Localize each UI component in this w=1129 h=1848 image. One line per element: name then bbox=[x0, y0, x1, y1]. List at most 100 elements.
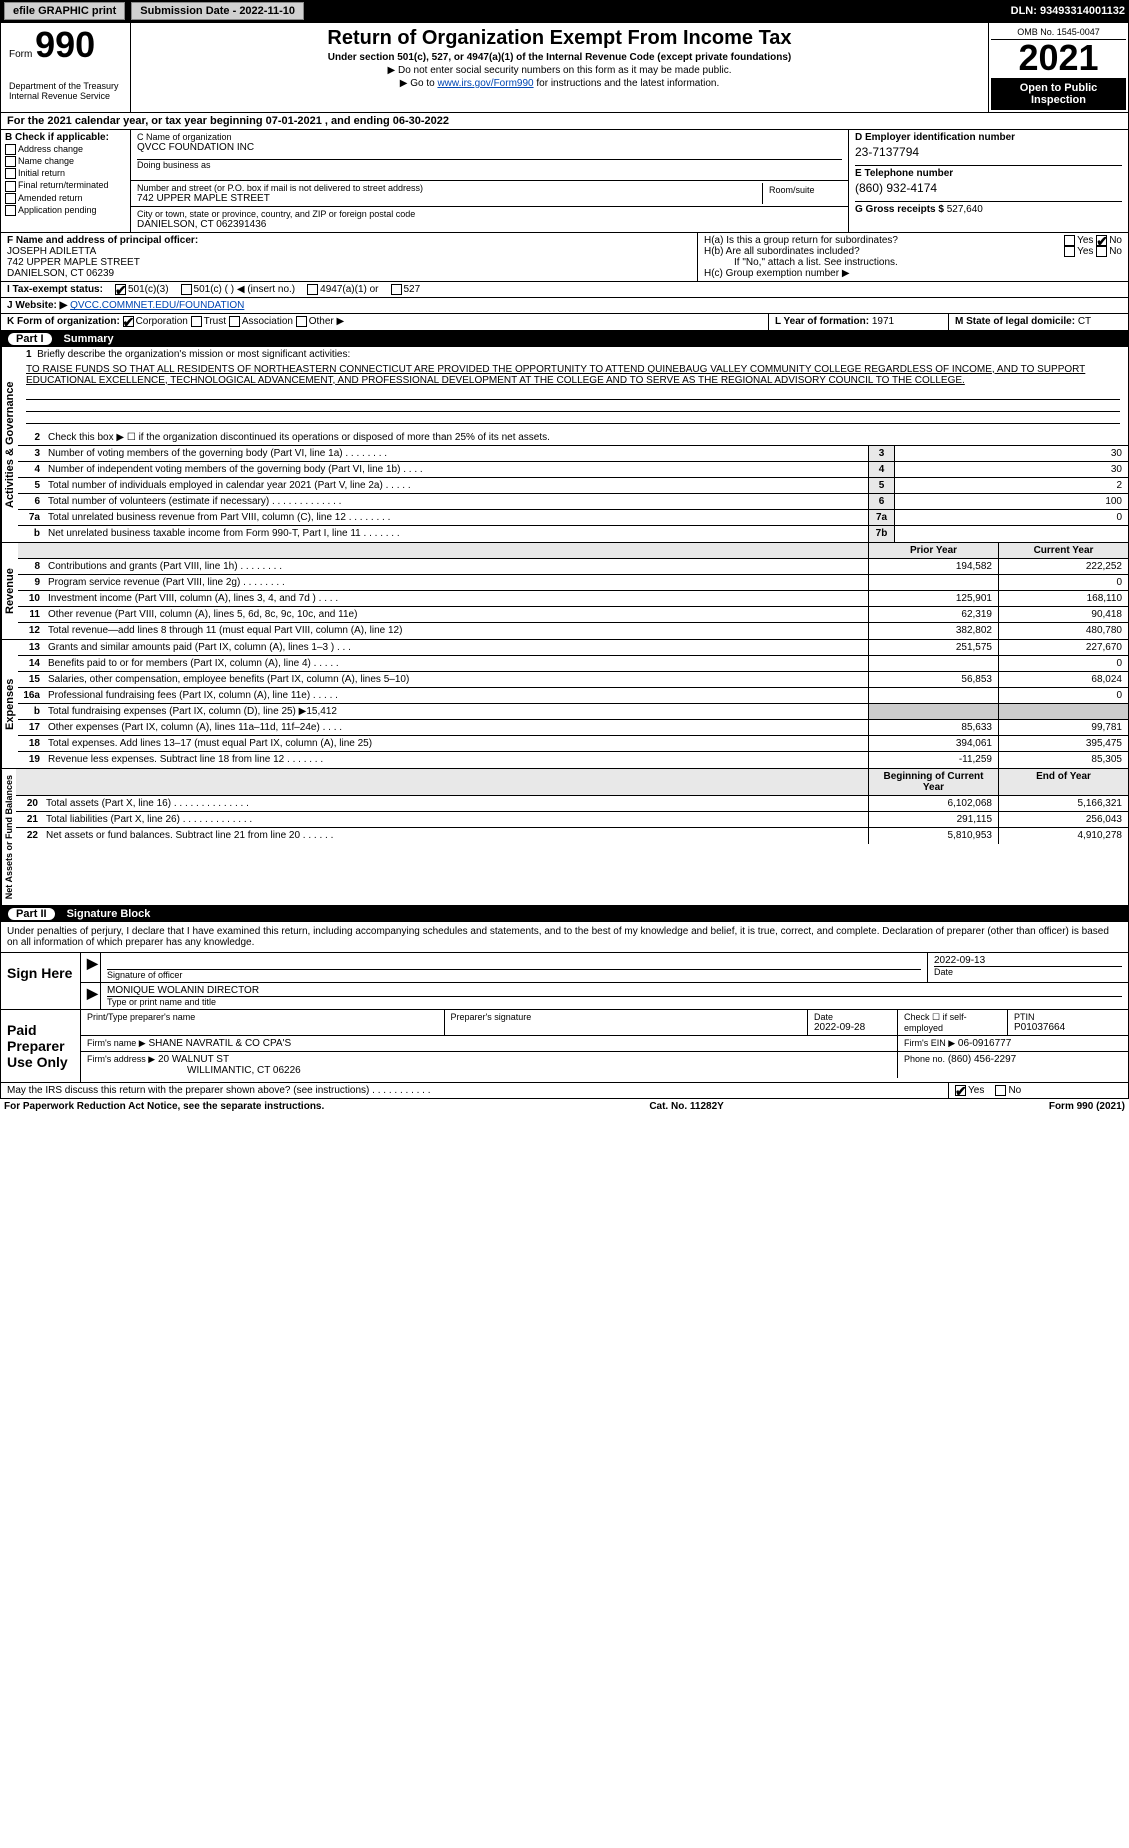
website-row: J Website: ▶ QVCC.COMMNET.EDU/FOUNDATION bbox=[0, 298, 1129, 314]
dept-label: Department of the Treasury Internal Reve… bbox=[9, 81, 122, 101]
chk-initial[interactable]: Initial return bbox=[5, 168, 126, 179]
tax-status-row: I Tax-exempt status: 501(c)(3) 501(c) ( … bbox=[0, 282, 1129, 298]
city-label: City or town, state or province, country… bbox=[137, 209, 842, 219]
state-domicile: CT bbox=[1078, 316, 1091, 327]
chk-address[interactable]: Address change bbox=[5, 144, 126, 155]
cat-no: Cat. No. 11282Y bbox=[649, 1101, 723, 1112]
irs-link[interactable]: www.irs.gov/Form990 bbox=[437, 78, 533, 89]
f-label: F Name and address of principal officer: bbox=[7, 235, 691, 246]
vlabel-expenses: Expenses bbox=[1, 640, 18, 768]
declaration-text: Under penalties of perjury, I declare th… bbox=[0, 922, 1129, 952]
gov-line: 4Number of independent voting members of… bbox=[18, 462, 1128, 478]
chk-final[interactable]: Final return/terminated bbox=[5, 180, 126, 191]
year-formation: 1971 bbox=[872, 316, 894, 327]
sign-here-label: Sign Here bbox=[1, 953, 81, 1009]
page-footer: For Paperwork Reduction Act Notice, see … bbox=[0, 1099, 1129, 1114]
money-line: 9Program service revenue (Part VIII, lin… bbox=[18, 575, 1128, 591]
money-line: 19Revenue less expenses. Subtract line 1… bbox=[18, 752, 1128, 768]
addr-label: Number and street (or P.O. box if mail i… bbox=[137, 183, 762, 193]
part2-header: Part II Signature Block bbox=[0, 906, 1129, 922]
prep-date: 2022-09-28 bbox=[814, 1022, 891, 1033]
header-right: OMB No. 1545-0047 2021 Open to Public In… bbox=[988, 23, 1128, 112]
org-address: 742 UPPER MAPLE STREET bbox=[137, 193, 762, 204]
current-year-hdr: Current Year bbox=[998, 543, 1128, 558]
officer-addr1: 742 UPPER MAPLE STREET bbox=[7, 257, 691, 268]
firm-phone: (860) 456-2297 bbox=[948, 1054, 1016, 1065]
i-label: I Tax-exempt status: bbox=[7, 284, 103, 295]
j-label: J Website: ▶ bbox=[7, 300, 67, 311]
sig-date-label: Date bbox=[934, 966, 1122, 977]
entity-block: B Check if applicable: Address change Na… bbox=[0, 130, 1129, 233]
c-label: C Name of organization bbox=[137, 132, 842, 142]
begin-year-hdr: Beginning of Current Year bbox=[868, 769, 998, 795]
part1-header: Part I Summary bbox=[0, 331, 1129, 347]
phone-value: (860) 932-4174 bbox=[855, 181, 1122, 195]
officer-h-block: F Name and address of principal officer:… bbox=[0, 233, 1129, 282]
gov-line: 6Total number of volunteers (estimate if… bbox=[18, 494, 1128, 510]
form-subtitle: Under section 501(c), 527, or 4947(a)(1)… bbox=[139, 52, 980, 63]
part2-title: Signature Block bbox=[67, 908, 151, 920]
money-line: 13Grants and similar amounts paid (Part … bbox=[18, 640, 1128, 656]
efile-button[interactable]: efile GRAPHIC print bbox=[4, 2, 125, 20]
money-line: bTotal fundraising expenses (Part IX, co… bbox=[18, 704, 1128, 720]
header-mid: Return of Organization Exempt From Incom… bbox=[131, 23, 988, 112]
gross-label: G Gross receipts $ bbox=[855, 204, 944, 215]
form-title: Return of Organization Exempt From Incom… bbox=[139, 27, 980, 50]
dba-label: Doing business as bbox=[137, 159, 842, 170]
vlabel-net: Net Assets or Fund Balances bbox=[1, 769, 16, 905]
money-line: 18Total expenses. Add lines 13–17 (must … bbox=[18, 736, 1128, 752]
pra-notice: For Paperwork Reduction Act Notice, see … bbox=[4, 1101, 324, 1112]
vlabel-governance: Activities & Governance bbox=[1, 347, 18, 542]
website-link[interactable]: QVCC.COMMNET.EDU/FOUNDATION bbox=[70, 300, 244, 311]
ein-value: 23-7137794 bbox=[855, 145, 1122, 159]
sig-date: 2022-09-13 bbox=[934, 955, 1122, 966]
money-line: 21Total liabilities (Part X, line 26) . … bbox=[16, 812, 1128, 828]
dln-label: DLN: 93493314001132 bbox=[1011, 5, 1125, 17]
gov-line: 2Check this box ▶ ☐ if the organization … bbox=[18, 430, 1128, 446]
firm-name: SHANE NAVRATIL & CO CPA'S bbox=[148, 1038, 291, 1049]
firm-addr1: 20 WALNUT ST bbox=[158, 1054, 229, 1065]
typed-name-label: Type or print name and title bbox=[107, 996, 1122, 1007]
part1-label: Part I bbox=[8, 333, 52, 345]
money-line: 17Other expenses (Part IX, column (A), l… bbox=[18, 720, 1128, 736]
hb-note: If "No," attach a list. See instructions… bbox=[704, 257, 1122, 268]
gov-line: 7aTotal unrelated business revenue from … bbox=[18, 510, 1128, 526]
part2-label: Part II bbox=[8, 908, 55, 920]
chk-name[interactable]: Name change bbox=[5, 156, 126, 167]
officer-typed-name: MONIQUE WOLANIN DIRECTOR bbox=[107, 985, 1122, 996]
k-l-m-row: K Form of organization: Corporation Trus… bbox=[0, 314, 1129, 330]
form-ref: Form 990 (2021) bbox=[1049, 1101, 1125, 1112]
officer-addr2: DANIELSON, CT 06239 bbox=[7, 268, 691, 279]
gross-value: 527,640 bbox=[947, 204, 983, 215]
self-employed: Check ☐ if self-employed bbox=[898, 1010, 1008, 1035]
money-line: 12Total revenue—add lines 8 through 11 (… bbox=[18, 623, 1128, 639]
form-header: Form 990 Department of the Treasury Inte… bbox=[0, 22, 1129, 113]
money-line: 11Other revenue (Part VIII, column (A), … bbox=[18, 607, 1128, 623]
money-line: 10Investment income (Part VIII, column (… bbox=[18, 591, 1128, 607]
gov-line: 5Total number of individuals employed in… bbox=[18, 478, 1128, 494]
vlabel-revenue: Revenue bbox=[1, 543, 18, 639]
officer-name: JOSEPH ADILETTA bbox=[7, 246, 691, 257]
open-inspection: Open to Public Inspection bbox=[991, 78, 1126, 110]
paid-label: Paid Preparer Use Only bbox=[1, 1010, 81, 1082]
paid-preparer-block: Paid Preparer Use Only Print/Type prepar… bbox=[0, 1010, 1129, 1083]
org-city: DANIELSON, CT 062391436 bbox=[137, 219, 842, 230]
money-line: 15Salaries, other compensation, employee… bbox=[18, 672, 1128, 688]
form-number: 990 bbox=[35, 24, 95, 65]
ptin-value: P01037664 bbox=[1014, 1022, 1122, 1033]
col-d: D Employer identification number 23-7137… bbox=[848, 130, 1128, 232]
part1-title: Summary bbox=[64, 333, 114, 345]
submission-date-button[interactable]: Submission Date - 2022-11-10 bbox=[131, 2, 304, 20]
money-line: 16aProfessional fundraising fees (Part I… bbox=[18, 688, 1128, 704]
org-info: C Name of organization QVCC FOUNDATION I… bbox=[131, 130, 848, 232]
chk-pending[interactable]: Application pending bbox=[5, 205, 126, 216]
firm-addr2: WILLIMANTIC, CT 06226 bbox=[87, 1065, 891, 1076]
b-label: B Check if applicable: bbox=[5, 132, 126, 143]
tax-year-line: For the 2021 calendar year, or tax year … bbox=[0, 113, 1129, 130]
discuss-row: May the IRS discuss this return with the… bbox=[0, 1083, 1129, 1099]
room-label: Room/suite bbox=[762, 183, 842, 204]
gov-line: bNet unrelated business taxable income f… bbox=[18, 526, 1128, 542]
discuss-q: May the IRS discuss this return with the… bbox=[1, 1083, 948, 1098]
chk-amended[interactable]: Amended return bbox=[5, 193, 126, 204]
top-bar: efile GRAPHIC print Submission Date - 20… bbox=[0, 0, 1129, 22]
